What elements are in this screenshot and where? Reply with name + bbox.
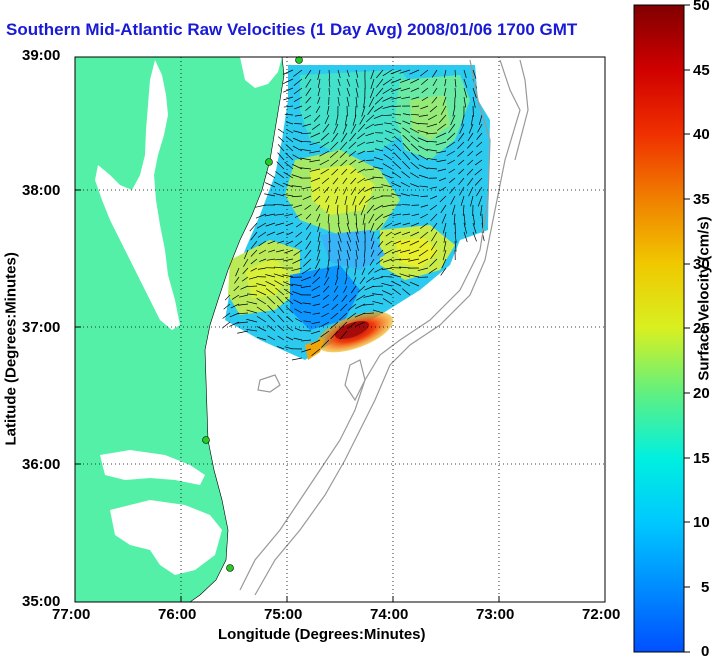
colorbar <box>634 5 684 652</box>
colorbar-tick-label: 40 <box>693 126 710 143</box>
x-tick-label: 76:00 <box>158 606 196 623</box>
station-marker <box>227 565 234 572</box>
station-marker <box>203 437 210 444</box>
colorbar-tick-label: 50 <box>693 0 710 14</box>
colorbar-tick-label: 5 <box>701 579 709 596</box>
y-tick-label: 38:00 <box>22 182 60 199</box>
x-tick-label: 77:00 <box>52 606 90 623</box>
y-axis-label: Latitude (Degrees:Minutes) <box>3 216 20 446</box>
x-axis-label: Longitude (Degrees:Minutes) <box>218 626 426 643</box>
colorbar-tick-label: 0 <box>701 643 709 660</box>
colorbar-tick-label: 35 <box>693 191 710 208</box>
x-tick-label: 75:00 <box>264 606 302 623</box>
y-tick-label: 36:00 <box>22 456 60 473</box>
y-tick-label: 37:00 <box>22 319 60 336</box>
x-tick-label: 74:00 <box>370 606 408 623</box>
colorbar-label: Surface Velocity (cm/s) <box>696 216 713 380</box>
station-marker <box>296 57 303 64</box>
colorbar-tick-label: 20 <box>693 385 710 402</box>
x-tick-label: 73:00 <box>476 606 514 623</box>
colorbar-tick-label: 10 <box>693 514 710 531</box>
station-marker <box>266 159 273 166</box>
colorbar-tick-label: 45 <box>693 62 710 79</box>
y-tick-label: 39:00 <box>22 47 60 64</box>
x-tick-label: 72:00 <box>582 606 620 623</box>
colorbar-tick-label: 15 <box>693 450 710 467</box>
